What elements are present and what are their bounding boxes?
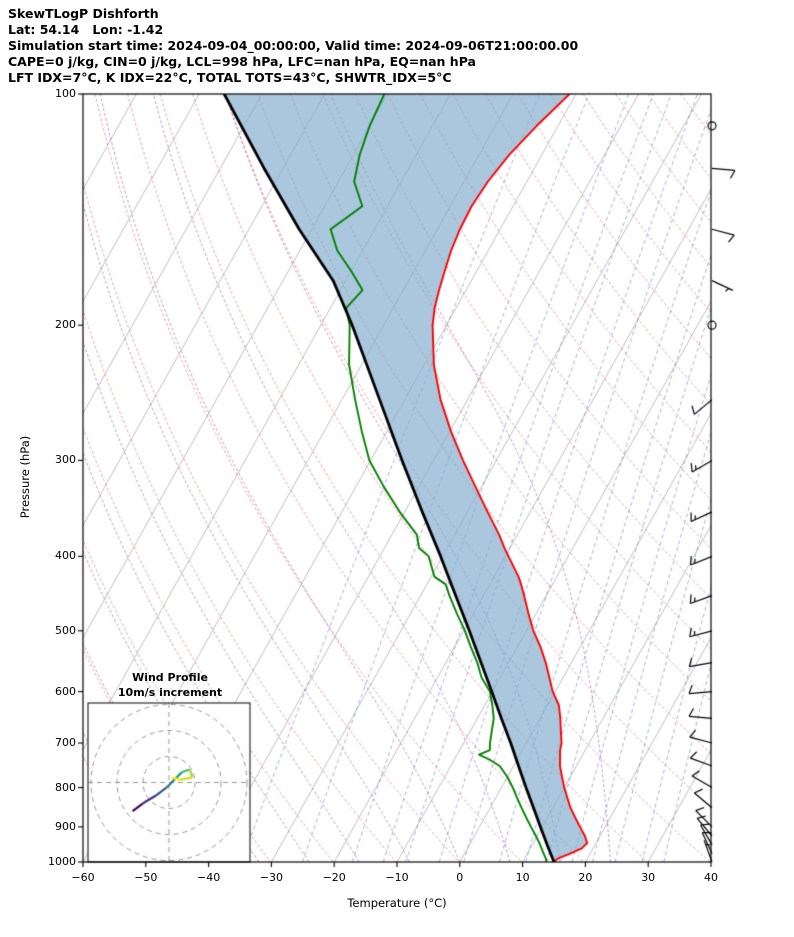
header-times: Simulation start time: 2024-09-04_00:00:… <box>8 38 579 53</box>
x-tick-label: 0 <box>456 871 464 884</box>
header-indices-line: LFT IDX=7°C, K IDX=22°C, TOTAL TOTS=43°C… <box>8 70 452 85</box>
y-tick-label: 200 <box>55 318 76 332</box>
header-title: SkewTLogP Dishforth <box>8 6 159 21</box>
y-tick-label: 300 <box>55 453 76 467</box>
y-tick-label: 800 <box>55 780 76 794</box>
x-tick-label: −60 <box>71 871 95 884</box>
x-tick-label: 10 <box>515 871 530 884</box>
x-tick-label: −10 <box>385 871 409 884</box>
x-tick-label: 30 <box>641 871 656 884</box>
x-tick-label: 40 <box>704 871 718 884</box>
inset-subtitle: 10m/s increment <box>117 686 223 699</box>
x-tick-label: −20 <box>322 871 346 884</box>
y-tick-label: 500 <box>55 623 76 637</box>
y-tick-label: 600 <box>55 684 76 698</box>
x-tick-label: 20 <box>578 871 593 884</box>
inset-title: Wind Profile <box>132 671 208 684</box>
y-tick-label: 400 <box>55 549 76 563</box>
y-tick-label: 900 <box>55 819 76 833</box>
header-latlon: Lat: 54.14 Lon: -1.42 <box>8 22 164 37</box>
x-tick-label: −40 <box>196 871 221 884</box>
header-cape-line: CAPE=0 j/kg, CIN=0 j/kg, LCL=998 hPa, LF… <box>8 54 476 69</box>
y-tick-label: 1000 <box>48 855 76 868</box>
x-tick-label: −50 <box>134 871 158 884</box>
x-axis-label: Temperature (°C) <box>347 896 447 910</box>
x-tick-label: −30 <box>259 871 283 884</box>
y-tick-label: 100 <box>55 87 76 100</box>
y-axis-label: Pressure (hPa) <box>18 435 32 519</box>
y-tick-label: 700 <box>55 736 76 750</box>
